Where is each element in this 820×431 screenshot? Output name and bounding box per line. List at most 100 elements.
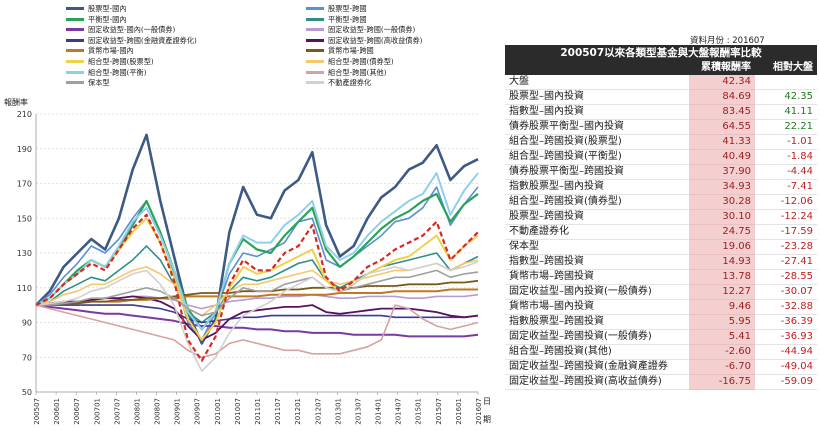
legend-label: 股票型-跨國 (328, 4, 367, 13)
series-line (35, 133, 479, 345)
fund-type-name: 固定收益型–跨國投資(金融資產證券 (505, 359, 689, 375)
fund-type-name: 固定收益型–國內投資(一般債券) (505, 284, 689, 300)
fund-type-name: 保本型 (505, 239, 689, 255)
legend-label: 組合型-跨國(其他) (328, 67, 387, 77)
legend-label: 組合型-跨國(平衡) (88, 67, 147, 77)
cumulative-return: 5.41 (689, 329, 755, 345)
table-row: 股票型–國內投資 84.69 42.35 (505, 89, 817, 105)
x-tick-label: 201507 (435, 398, 443, 425)
x-tick-label: 201407 (395, 398, 403, 425)
legend-label: 保本型 (88, 78, 110, 88)
y-tick-label: 50 (22, 388, 32, 397)
legend-label: 貨幣市場-跨國 (328, 46, 374, 56)
fund-type-name: 組合型–跨國投資(股票型) (505, 134, 689, 150)
fund-type-name: 指數股票型–國內投資 (505, 179, 689, 195)
relative-to-market: -23.28 (755, 239, 817, 255)
cumulative-return: 42.34 (689, 75, 755, 90)
cumulative-return: 14.93 (689, 254, 755, 270)
x-tick-label: 200807 (154, 398, 162, 425)
legend-label: 固定收益型-國內(一般債券) (88, 25, 176, 35)
series-line (35, 172, 479, 331)
x-tick-label: 201301 (334, 398, 342, 425)
table-title: 200507以來各類型基金與大盤報酬率比較 (505, 45, 817, 60)
cumulative-return: 41.33 (689, 134, 755, 150)
y-axis-title: 報酬率 (4, 98, 28, 107)
legend-swatch (306, 28, 324, 32)
y-tick-label: 150 (17, 214, 32, 223)
relative-to-market: -36.39 (755, 314, 817, 330)
legend-swatch (306, 70, 324, 74)
legend-label: 貨幣市場-國內 (88, 46, 134, 56)
fund-type-name: 債券股票平衡型–跨國投資 (505, 164, 689, 180)
table-row: 股票型–跨國投資 30.10 -12.24 (505, 209, 817, 225)
fund-type-name: 貨幣市場–國內投資 (505, 299, 689, 315)
header-relative: 相對大盤 (755, 60, 817, 75)
relative-to-market: -27.41 (755, 254, 817, 270)
series-line (36, 304, 479, 324)
header-blank (505, 60, 689, 75)
fund-type-name: 指數股票型–跨國投資 (505, 314, 689, 330)
x-tick-label: 201001 (214, 398, 222, 425)
x-tick-label: 200507 (33, 398, 41, 425)
relative-to-market: -30.07 (755, 284, 817, 300)
relative-to-market: -7.41 (755, 179, 817, 195)
table-row: 組合型–跨國投資(債券型) 30.28 -12.06 (505, 194, 817, 210)
cumulative-return: 64.55 (689, 119, 755, 135)
relative-to-market: 42.35 (755, 89, 817, 105)
x-tick-label: 201207 (314, 398, 322, 425)
cumulative-return: 12.27 (689, 284, 755, 300)
legend-swatch (306, 17, 324, 21)
legend-swatch (306, 38, 324, 42)
table-row: 貨幣市場–國內投資 9.46 -32.88 (505, 299, 817, 315)
cumulative-return: 19.06 (689, 239, 755, 255)
legend-swatch (306, 7, 324, 10)
table-row: 大盤 42.34 (505, 75, 817, 90)
x-axis-suffix-1: 日 (483, 397, 491, 406)
fund-type-name: 貨幣市場–跨國投資 (505, 269, 689, 285)
fund-type-name: 組合型–跨國投資(債券型) (505, 194, 689, 210)
table-row: 指數股票型–跨國投資 5.95 -36.39 (505, 314, 817, 330)
relative-to-market: -36.93 (755, 329, 817, 345)
cumulative-return: 83.45 (689, 104, 755, 120)
legend-swatch (66, 49, 84, 53)
cumulative-return: 37.90 (689, 164, 755, 180)
x-tick-label: 200601 (53, 398, 61, 425)
relative-to-market: -12.24 (755, 209, 817, 225)
table-row: 固定收益型–跨國投資(金融資產證券 -6.70 -49.04 (505, 359, 817, 375)
line-chart: 50 70 90 110 130 150 170 190 210 200507 200601 2006… (17, 110, 483, 425)
fund-type-name: 組合型–跨國投資(平衡型) (505, 149, 689, 165)
legend-swatch (66, 17, 84, 21)
relative-to-market: -28.55 (755, 269, 817, 285)
x-tick-label: 201107 (274, 398, 282, 425)
table-row: 不動產證券化 24.75 -17.59 (505, 224, 817, 240)
legend-label: 平衡型-跨國 (328, 14, 367, 24)
fund-type-name: 股票型–國內投資 (505, 89, 689, 105)
legend-label: 平衡型-國內 (88, 14, 127, 24)
cumulative-return: 13.78 (689, 269, 755, 285)
fund-type-name: 債券股票平衡型–國內投資 (505, 119, 689, 135)
fund-type-name: 組合型–跨國投資(其他) (505, 344, 689, 360)
series-line (35, 304, 479, 338)
table-row: 指數型–國內投資 83.45 41.11 (505, 104, 817, 120)
legend-label: 組合型-跨國(股票型) (88, 57, 154, 66)
relative-to-market: -32.88 (755, 299, 817, 315)
legend-swatch (66, 60, 84, 63)
return-comparison-table: 200507以來各類型基金與大盤報酬率比較 累積報酬率 相對大盤 大盤 42.34… (505, 45, 817, 390)
x-tick-label: 200907 (194, 398, 202, 425)
x-tick-label: 200901 (174, 398, 182, 425)
legend-label: 組合型-跨國(債券型) (328, 57, 394, 66)
x-tick-label: 201401 (375, 398, 383, 425)
series-line (35, 260, 479, 372)
cumulative-return: 5.95 (689, 314, 755, 330)
cumulative-return: 24.75 (689, 224, 755, 240)
legend-swatch (66, 7, 84, 10)
x-axis-suffix-2: 期 (483, 415, 491, 424)
series-line (35, 245, 479, 324)
fund-type-name: 指數型–跨國投資 (505, 254, 689, 270)
y-tick-label: 190 (17, 145, 32, 154)
table-row: 固定收益型–跨國投資(一般債券) 5.41 -36.93 (505, 329, 817, 345)
x-tick-label: 201607 (475, 398, 483, 425)
relative-to-market: -49.04 (755, 359, 817, 375)
relative-to-market: -1.84 (755, 149, 817, 165)
relative-to-market: -1.01 (755, 134, 817, 150)
